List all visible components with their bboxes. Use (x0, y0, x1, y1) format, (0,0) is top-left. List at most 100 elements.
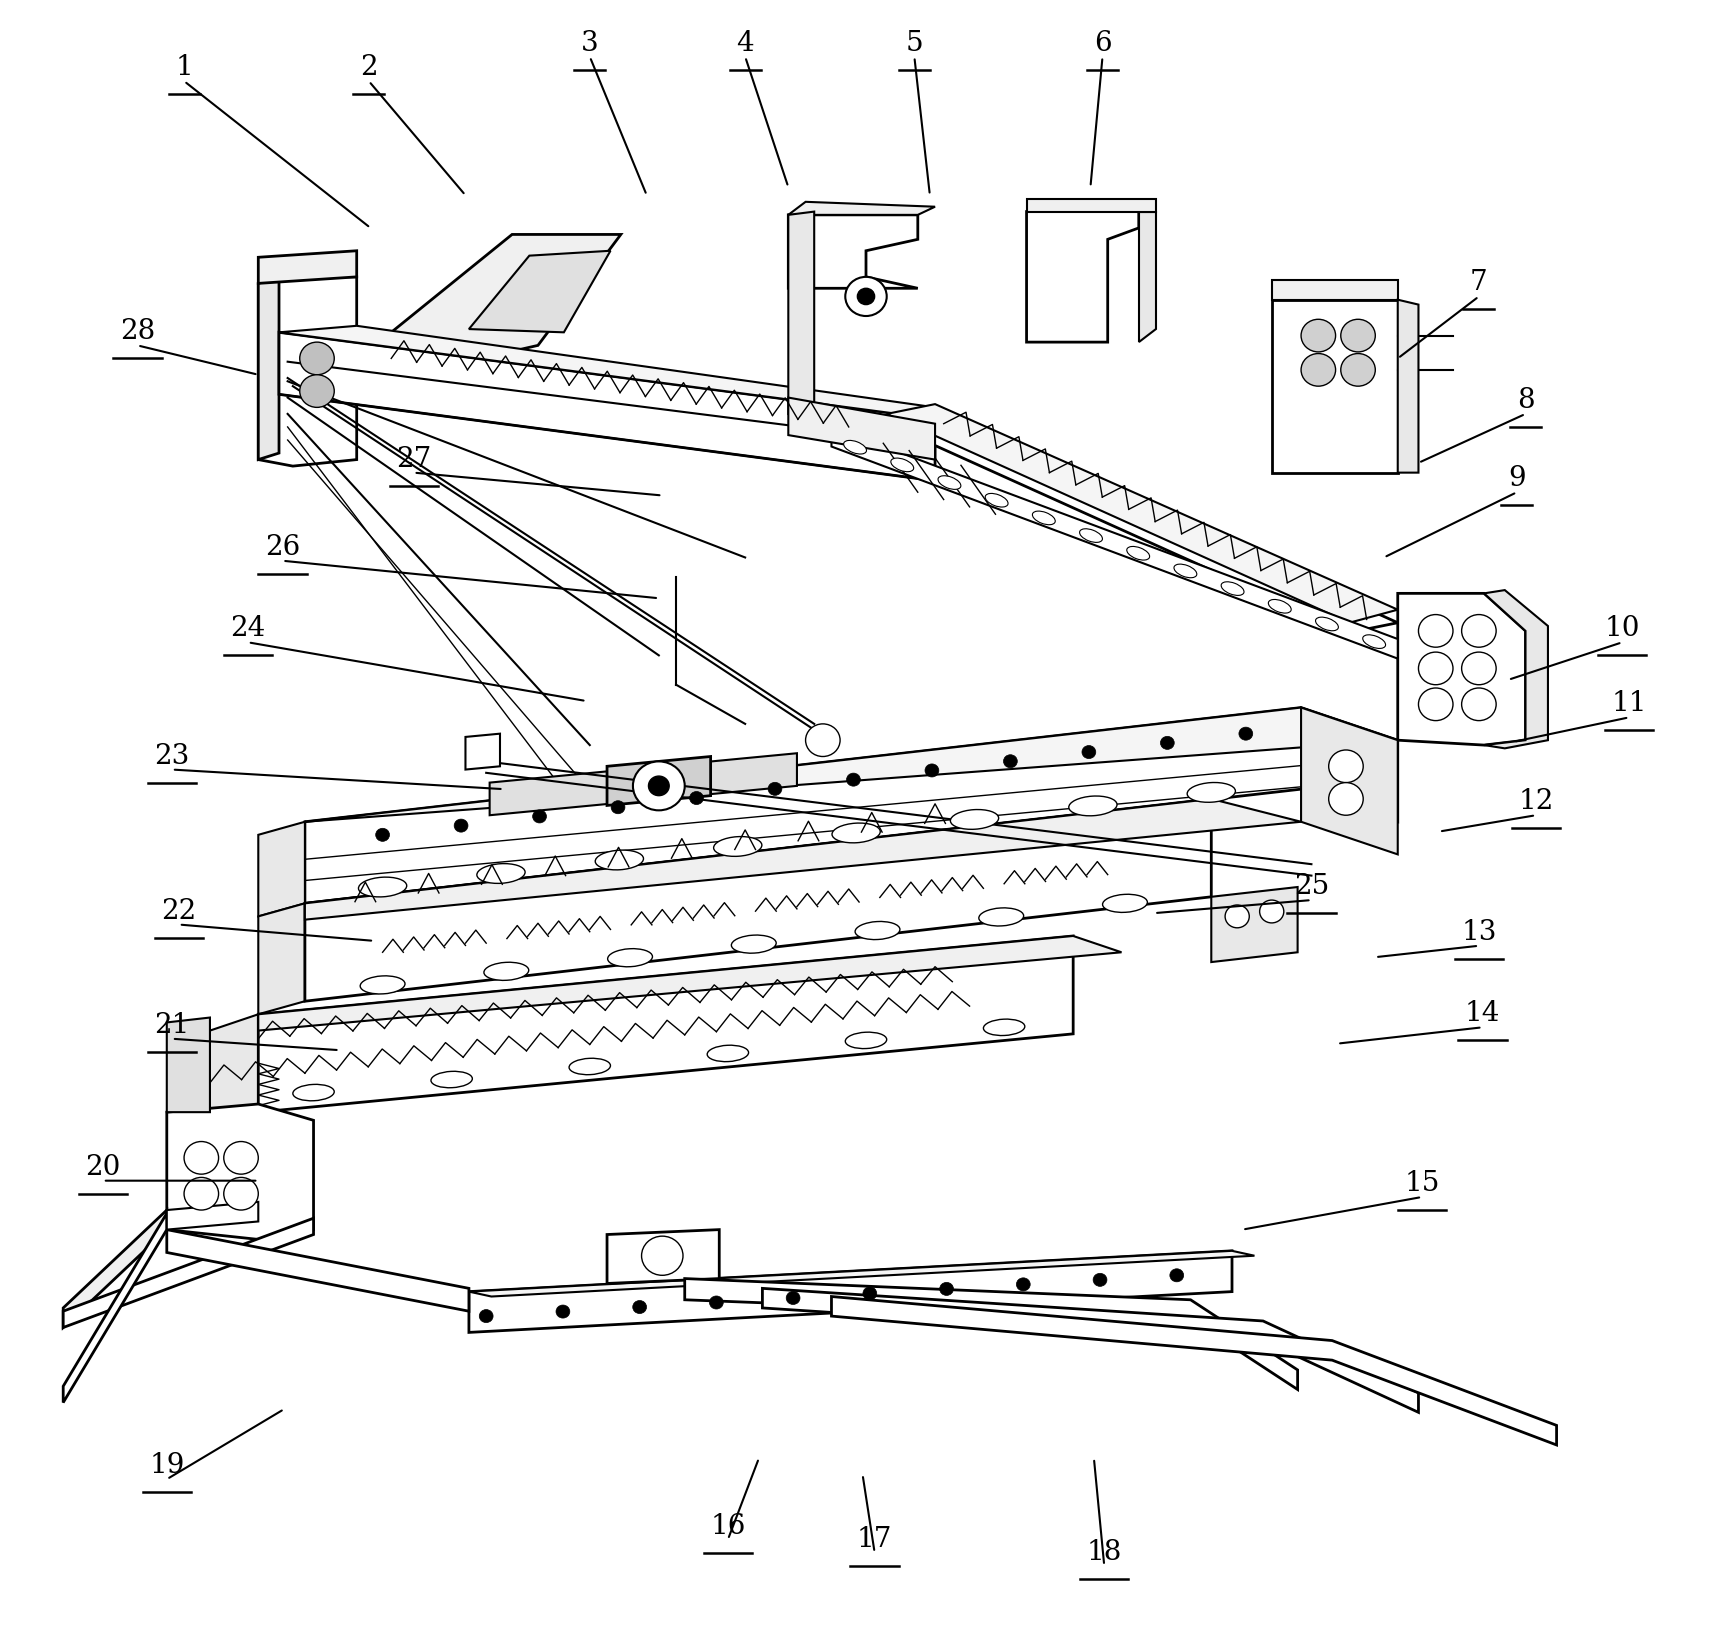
Polygon shape (305, 799, 1301, 920)
Polygon shape (831, 427, 1398, 658)
Ellipse shape (986, 493, 1008, 507)
Text: 28: 28 (120, 318, 156, 345)
Circle shape (710, 1297, 724, 1310)
Polygon shape (166, 1229, 469, 1311)
Polygon shape (357, 355, 745, 424)
Polygon shape (788, 214, 918, 288)
Ellipse shape (1268, 599, 1290, 614)
Ellipse shape (293, 1084, 334, 1100)
Ellipse shape (431, 1071, 473, 1087)
Ellipse shape (890, 458, 914, 471)
Polygon shape (1027, 211, 1138, 342)
Text: 10: 10 (1604, 616, 1640, 642)
Circle shape (1225, 905, 1249, 928)
Circle shape (556, 1305, 570, 1318)
Ellipse shape (1032, 511, 1055, 525)
Text: 3: 3 (580, 29, 599, 57)
Polygon shape (788, 398, 935, 460)
Polygon shape (606, 756, 710, 805)
Polygon shape (1398, 593, 1526, 745)
Ellipse shape (570, 1058, 610, 1074)
Text: 8: 8 (1517, 386, 1535, 414)
Circle shape (454, 818, 468, 832)
Text: 16: 16 (710, 1513, 745, 1539)
Ellipse shape (1363, 635, 1386, 648)
Circle shape (480, 1310, 494, 1323)
Circle shape (1301, 319, 1335, 352)
Polygon shape (62, 1210, 166, 1328)
Circle shape (863, 1287, 876, 1300)
Text: 15: 15 (1405, 1170, 1439, 1197)
Text: 4: 4 (736, 29, 753, 57)
Text: 11: 11 (1611, 691, 1647, 717)
Circle shape (767, 782, 781, 796)
Polygon shape (305, 799, 1211, 1002)
Ellipse shape (707, 1044, 748, 1062)
Polygon shape (305, 707, 1398, 822)
Polygon shape (258, 277, 279, 460)
Text: 24: 24 (230, 616, 265, 642)
Polygon shape (258, 822, 305, 917)
Circle shape (805, 724, 840, 756)
Polygon shape (258, 250, 357, 283)
Circle shape (1259, 900, 1283, 923)
Ellipse shape (608, 949, 653, 967)
Circle shape (1328, 750, 1363, 782)
Polygon shape (788, 211, 814, 414)
Text: 12: 12 (1519, 789, 1554, 815)
Circle shape (847, 773, 861, 786)
Ellipse shape (714, 837, 762, 856)
Ellipse shape (1186, 782, 1235, 802)
Ellipse shape (939, 476, 961, 489)
Circle shape (223, 1141, 258, 1174)
Ellipse shape (1128, 547, 1150, 560)
Circle shape (940, 1282, 954, 1295)
Circle shape (1017, 1278, 1031, 1292)
Polygon shape (1027, 198, 1155, 211)
Polygon shape (1271, 300, 1398, 473)
Circle shape (1462, 688, 1496, 720)
Circle shape (1160, 737, 1174, 750)
Text: 9: 9 (1509, 465, 1526, 493)
Polygon shape (62, 1218, 313, 1328)
Ellipse shape (856, 922, 901, 940)
Text: 25: 25 (1294, 873, 1328, 900)
Ellipse shape (1316, 617, 1339, 630)
Ellipse shape (1174, 565, 1197, 578)
Text: 1: 1 (175, 54, 192, 82)
Ellipse shape (1069, 796, 1117, 815)
Circle shape (1169, 1269, 1183, 1282)
Polygon shape (1484, 589, 1548, 748)
Polygon shape (606, 1229, 719, 1283)
Circle shape (641, 1236, 682, 1275)
Text: 7: 7 (1470, 270, 1488, 296)
Polygon shape (1301, 707, 1398, 855)
Circle shape (1328, 782, 1363, 815)
Text: 6: 6 (1093, 29, 1112, 57)
Circle shape (223, 1177, 258, 1210)
Polygon shape (684, 1278, 1297, 1390)
Polygon shape (788, 201, 935, 214)
Text: 27: 27 (397, 445, 431, 473)
Polygon shape (469, 1251, 1254, 1297)
Polygon shape (887, 414, 1398, 632)
Ellipse shape (951, 810, 999, 830)
Ellipse shape (476, 864, 525, 884)
Polygon shape (1271, 280, 1398, 300)
Polygon shape (166, 1018, 210, 1112)
Circle shape (925, 764, 939, 778)
Circle shape (1093, 1274, 1107, 1287)
Ellipse shape (1221, 581, 1244, 596)
Polygon shape (762, 1288, 1419, 1413)
Circle shape (845, 277, 887, 316)
Text: 14: 14 (1465, 1000, 1500, 1028)
Polygon shape (831, 1297, 1557, 1445)
Text: 5: 5 (906, 29, 923, 57)
Text: 22: 22 (161, 897, 196, 925)
Polygon shape (490, 753, 797, 815)
Polygon shape (62, 1213, 166, 1403)
Text: 21: 21 (154, 1012, 191, 1039)
Circle shape (300, 342, 334, 375)
Ellipse shape (843, 440, 866, 453)
Polygon shape (258, 936, 1122, 1031)
